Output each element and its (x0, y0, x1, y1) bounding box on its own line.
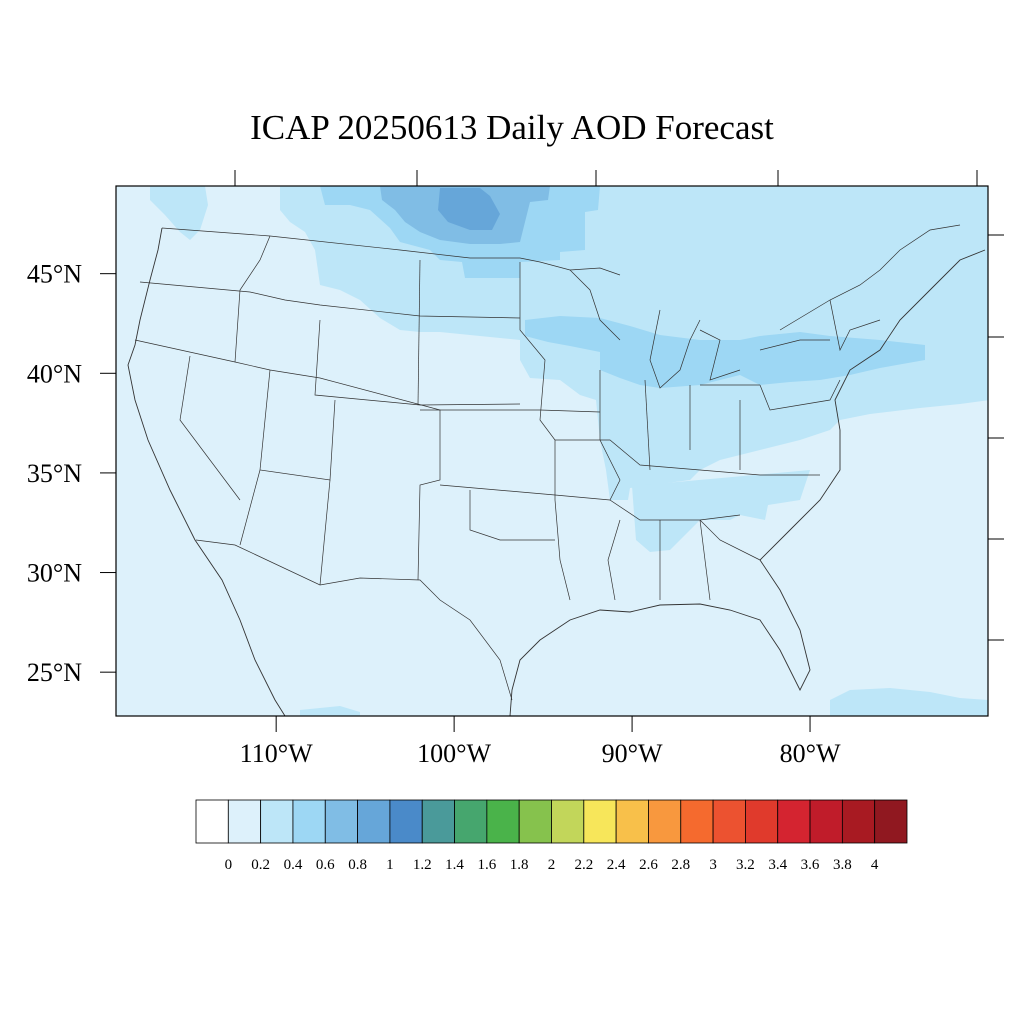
colorbar-swatch (583, 799, 617, 844)
colorbar-swatch (648, 799, 682, 844)
colorbar-swatch (680, 799, 714, 844)
aod-region-level-2-carib (830, 688, 988, 716)
longitude-ticks: 110°W 100°W 90°W 80°W (240, 716, 841, 768)
lat-tick-label: 45°N (27, 260, 82, 289)
colorbar-label: 2.8 (671, 857, 690, 873)
lon-tick-label: 100°W (417, 739, 491, 768)
lon-tick-label: 110°W (240, 739, 313, 768)
colorbar-label: 3.2 (736, 857, 755, 873)
colorbar-swatch (357, 799, 391, 844)
colorbar-swatch (389, 799, 423, 844)
lat-tick-label: 40°N (27, 359, 82, 388)
colorbar-swatch (712, 799, 746, 844)
colorbar-swatch (777, 799, 811, 844)
colorbar-swatch (518, 799, 552, 844)
colorbar-label: 0 (225, 857, 233, 873)
colorbar-label: 1.8 (510, 857, 529, 873)
colorbar-labels: 0 0.2 0.4 0.6 0.8 1 1.2 1.4 1.6 1.8 2 2.2 2.4 2.6 2.8 3… (225, 857, 879, 873)
aod-region-level-3-lakes (525, 316, 925, 388)
colorbar-label: 2.2 (574, 857, 593, 873)
aod-region-level-2-mex (300, 706, 360, 716)
aod-field (150, 186, 988, 716)
colorbar-label: 1 (386, 857, 394, 873)
colorbar-label: 2.6 (639, 857, 658, 873)
colorbar-swatch (227, 799, 262, 844)
lon-tick-label: 80°W (780, 739, 841, 768)
colorbar-swatch (421, 799, 455, 844)
state-boundaries (127, 224, 986, 716)
colorbar-swatch (809, 799, 843, 844)
latitude-ticks: 45°N 40°N 35°N 30°N 25°N (27, 260, 116, 687)
colorbar-swatch (260, 799, 294, 844)
colorbar-swatch (292, 799, 326, 844)
colorbar-label: 1.2 (413, 857, 432, 873)
colorbar-label: 0.4 (284, 857, 303, 873)
right-ticks (988, 234, 1004, 641)
colorbar-label: 4 (871, 857, 879, 873)
colorbar-label: 3.4 (768, 857, 787, 873)
colorbar-label: 1.6 (477, 857, 496, 873)
colorbar-swatch (615, 799, 649, 844)
lat-tick-label: 25°N (27, 658, 82, 687)
colorbar-label: 0.6 (316, 857, 335, 873)
colorbar-swatch (454, 799, 488, 844)
colorbar-label: 2.4 (607, 857, 626, 873)
colorbar-label: 0.2 (251, 857, 270, 873)
colorbar-swatch (324, 799, 358, 844)
map-title: ICAP 20250613 Daily AOD Forecast (250, 108, 774, 147)
colorbar-label: 3 (709, 857, 717, 873)
colorbar-swatch (874, 799, 908, 844)
map-frame (115, 185, 989, 717)
top-ticks (234, 170, 978, 186)
colorbar-label: 1.4 (445, 857, 464, 873)
colorbar-swatch (195, 799, 229, 844)
colorbar-label: 0.8 (348, 857, 367, 873)
colorbar-swatch (841, 799, 876, 844)
colorbar-swatch (745, 799, 779, 844)
colorbar-swatch (486, 799, 520, 844)
colorbar-label: 2 (548, 857, 556, 873)
colorbar (195, 799, 908, 844)
colorbar-label: 3.8 (833, 857, 852, 873)
aod-region-level-5 (438, 188, 500, 230)
colorbar-swatch (551, 799, 585, 844)
lat-tick-label: 30°N (27, 559, 82, 588)
colorbar-label: 3.6 (801, 857, 820, 873)
aod-region-level-2-south (632, 470, 810, 552)
aod-region-level-2-west (150, 186, 208, 240)
lat-tick-label: 35°N (27, 459, 82, 488)
lon-tick-label: 90°W (602, 739, 663, 768)
